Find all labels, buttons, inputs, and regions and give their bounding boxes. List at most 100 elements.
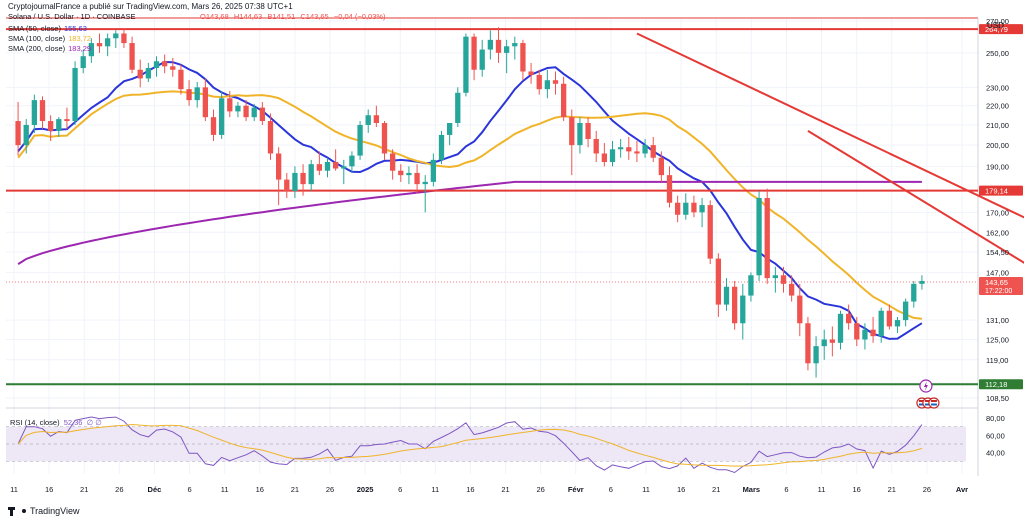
candle[interactable] [569,109,575,176]
candle[interactable] [39,96,46,129]
candle[interactable] [365,109,371,133]
candle[interactable] [316,151,323,176]
candle[interactable] [275,147,282,206]
candle[interactable] [878,307,884,343]
candle[interactable] [267,113,274,160]
candle[interactable] [292,166,298,198]
candle[interactable] [772,266,779,293]
candle[interactable] [845,304,852,330]
candle[interactable] [178,64,184,95]
currency-label[interactable]: USD [987,21,1004,30]
candle[interactable] [495,27,502,63]
candle[interactable] [210,109,217,142]
candle[interactable] [520,39,526,81]
candle[interactable] [145,62,152,82]
price-label[interactable]: 179,14 [979,185,1023,196]
candle[interactable] [300,164,306,196]
candle[interactable] [756,191,762,281]
candle[interactable] [284,172,290,198]
candle[interactable] [56,117,62,137]
candle[interactable] [243,100,249,122]
candle[interactable] [577,117,583,154]
candle[interactable] [455,87,461,127]
candle[interactable] [862,323,868,350]
candle[interactable] [723,278,730,311]
candle[interactable] [186,80,192,106]
candle[interactable] [837,310,844,350]
candle[interactable] [666,166,673,208]
candle[interactable] [161,54,168,74]
candle[interactable] [104,33,111,57]
trendline[interactable] [807,130,1024,340]
candle[interactable] [813,336,819,378]
candle[interactable] [121,28,127,48]
candle[interactable] [15,101,21,156]
candle[interactable] [658,151,665,182]
candle[interactable] [47,115,54,142]
candle[interactable] [72,61,78,125]
candle[interactable] [341,159,347,185]
candle[interactable] [463,33,469,97]
candle[interactable] [479,39,485,77]
candle[interactable] [218,90,225,139]
candle[interactable] [593,130,599,163]
candle[interactable] [88,38,95,63]
candle[interactable] [430,153,437,187]
candle[interactable] [471,33,477,81]
candle[interactable] [332,149,339,171]
rsi-legend[interactable]: RSI (14, close) 52,36 ∅ ∅ [10,418,102,427]
candle[interactable] [731,280,738,330]
candle[interactable] [202,78,209,122]
candle[interactable] [707,200,713,265]
candle[interactable] [414,164,420,194]
candle[interactable] [748,272,754,302]
candle[interactable] [137,59,143,88]
candle[interactable] [80,49,86,74]
candle[interactable] [96,33,103,53]
candle[interactable] [544,69,551,99]
candle[interactable] [422,175,428,213]
candle[interactable] [251,103,257,122]
candle[interactable] [902,298,909,327]
candle[interactable] [609,141,616,167]
candle[interactable] [854,316,860,347]
candle[interactable] [23,119,29,154]
candle[interactable] [528,62,534,84]
candle[interactable] [373,105,380,127]
candle[interactable] [381,121,388,160]
price-label[interactable]: 112,18 [979,379,1023,390]
candle[interactable] [259,101,266,125]
candle[interactable] [170,57,176,77]
candle[interactable] [788,275,795,302]
candle[interactable] [64,107,70,129]
candle[interactable] [389,149,396,180]
candle[interactable] [324,157,331,178]
candle[interactable] [308,159,314,192]
candle[interactable] [894,316,901,333]
legend-sma200[interactable]: SMA (200, close) 183,29 [8,44,91,53]
candle[interactable] [446,122,453,146]
candle[interactable] [691,195,697,218]
candle[interactable] [642,138,648,158]
candle[interactable] [699,197,705,228]
candle[interactable] [740,283,746,340]
candle[interactable] [585,117,591,148]
candle[interactable] [153,56,160,77]
candle[interactable] [235,101,241,118]
candle[interactable] [674,195,681,223]
candle[interactable] [227,90,233,118]
candle[interactable] [438,130,445,165]
candle[interactable] [829,326,836,357]
candle[interactable] [919,275,925,290]
candle[interactable] [797,283,803,337]
price-label[interactable]: 264,79 [979,24,1023,35]
candle[interactable] [113,30,119,48]
trendline[interactable] [636,32,1024,292]
candle[interactable] [398,164,404,182]
candle[interactable] [487,30,494,60]
footer-brand[interactable]: TradingView [8,506,80,516]
legend-sma100[interactable]: SMA (100, close) 183,72 [8,34,91,43]
candle[interactable] [512,36,518,60]
